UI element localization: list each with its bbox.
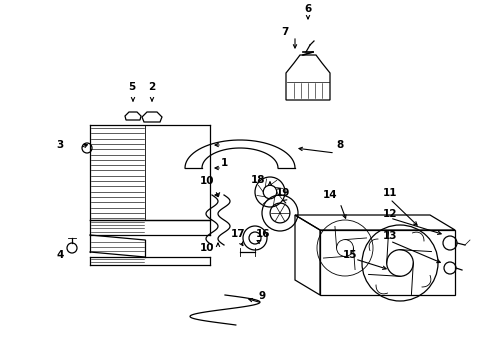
Text: 1: 1 bbox=[220, 158, 228, 168]
Text: 15: 15 bbox=[343, 250, 357, 260]
Text: 14: 14 bbox=[323, 190, 337, 200]
Text: 3: 3 bbox=[56, 140, 64, 150]
Text: 6: 6 bbox=[304, 4, 312, 14]
Text: 12: 12 bbox=[383, 209, 397, 219]
Text: 7: 7 bbox=[281, 27, 289, 37]
Text: 19: 19 bbox=[276, 188, 290, 198]
Text: 17: 17 bbox=[231, 229, 245, 239]
Text: 10: 10 bbox=[200, 176, 214, 186]
Text: 5: 5 bbox=[128, 82, 136, 92]
Text: 11: 11 bbox=[383, 188, 397, 198]
Text: 10: 10 bbox=[200, 243, 214, 253]
Text: 8: 8 bbox=[336, 140, 343, 150]
Text: 4: 4 bbox=[56, 250, 64, 260]
Text: 16: 16 bbox=[256, 229, 270, 239]
Text: 13: 13 bbox=[383, 231, 397, 241]
Text: 2: 2 bbox=[148, 82, 156, 92]
Text: 18: 18 bbox=[251, 175, 265, 185]
Text: 9: 9 bbox=[258, 291, 266, 301]
